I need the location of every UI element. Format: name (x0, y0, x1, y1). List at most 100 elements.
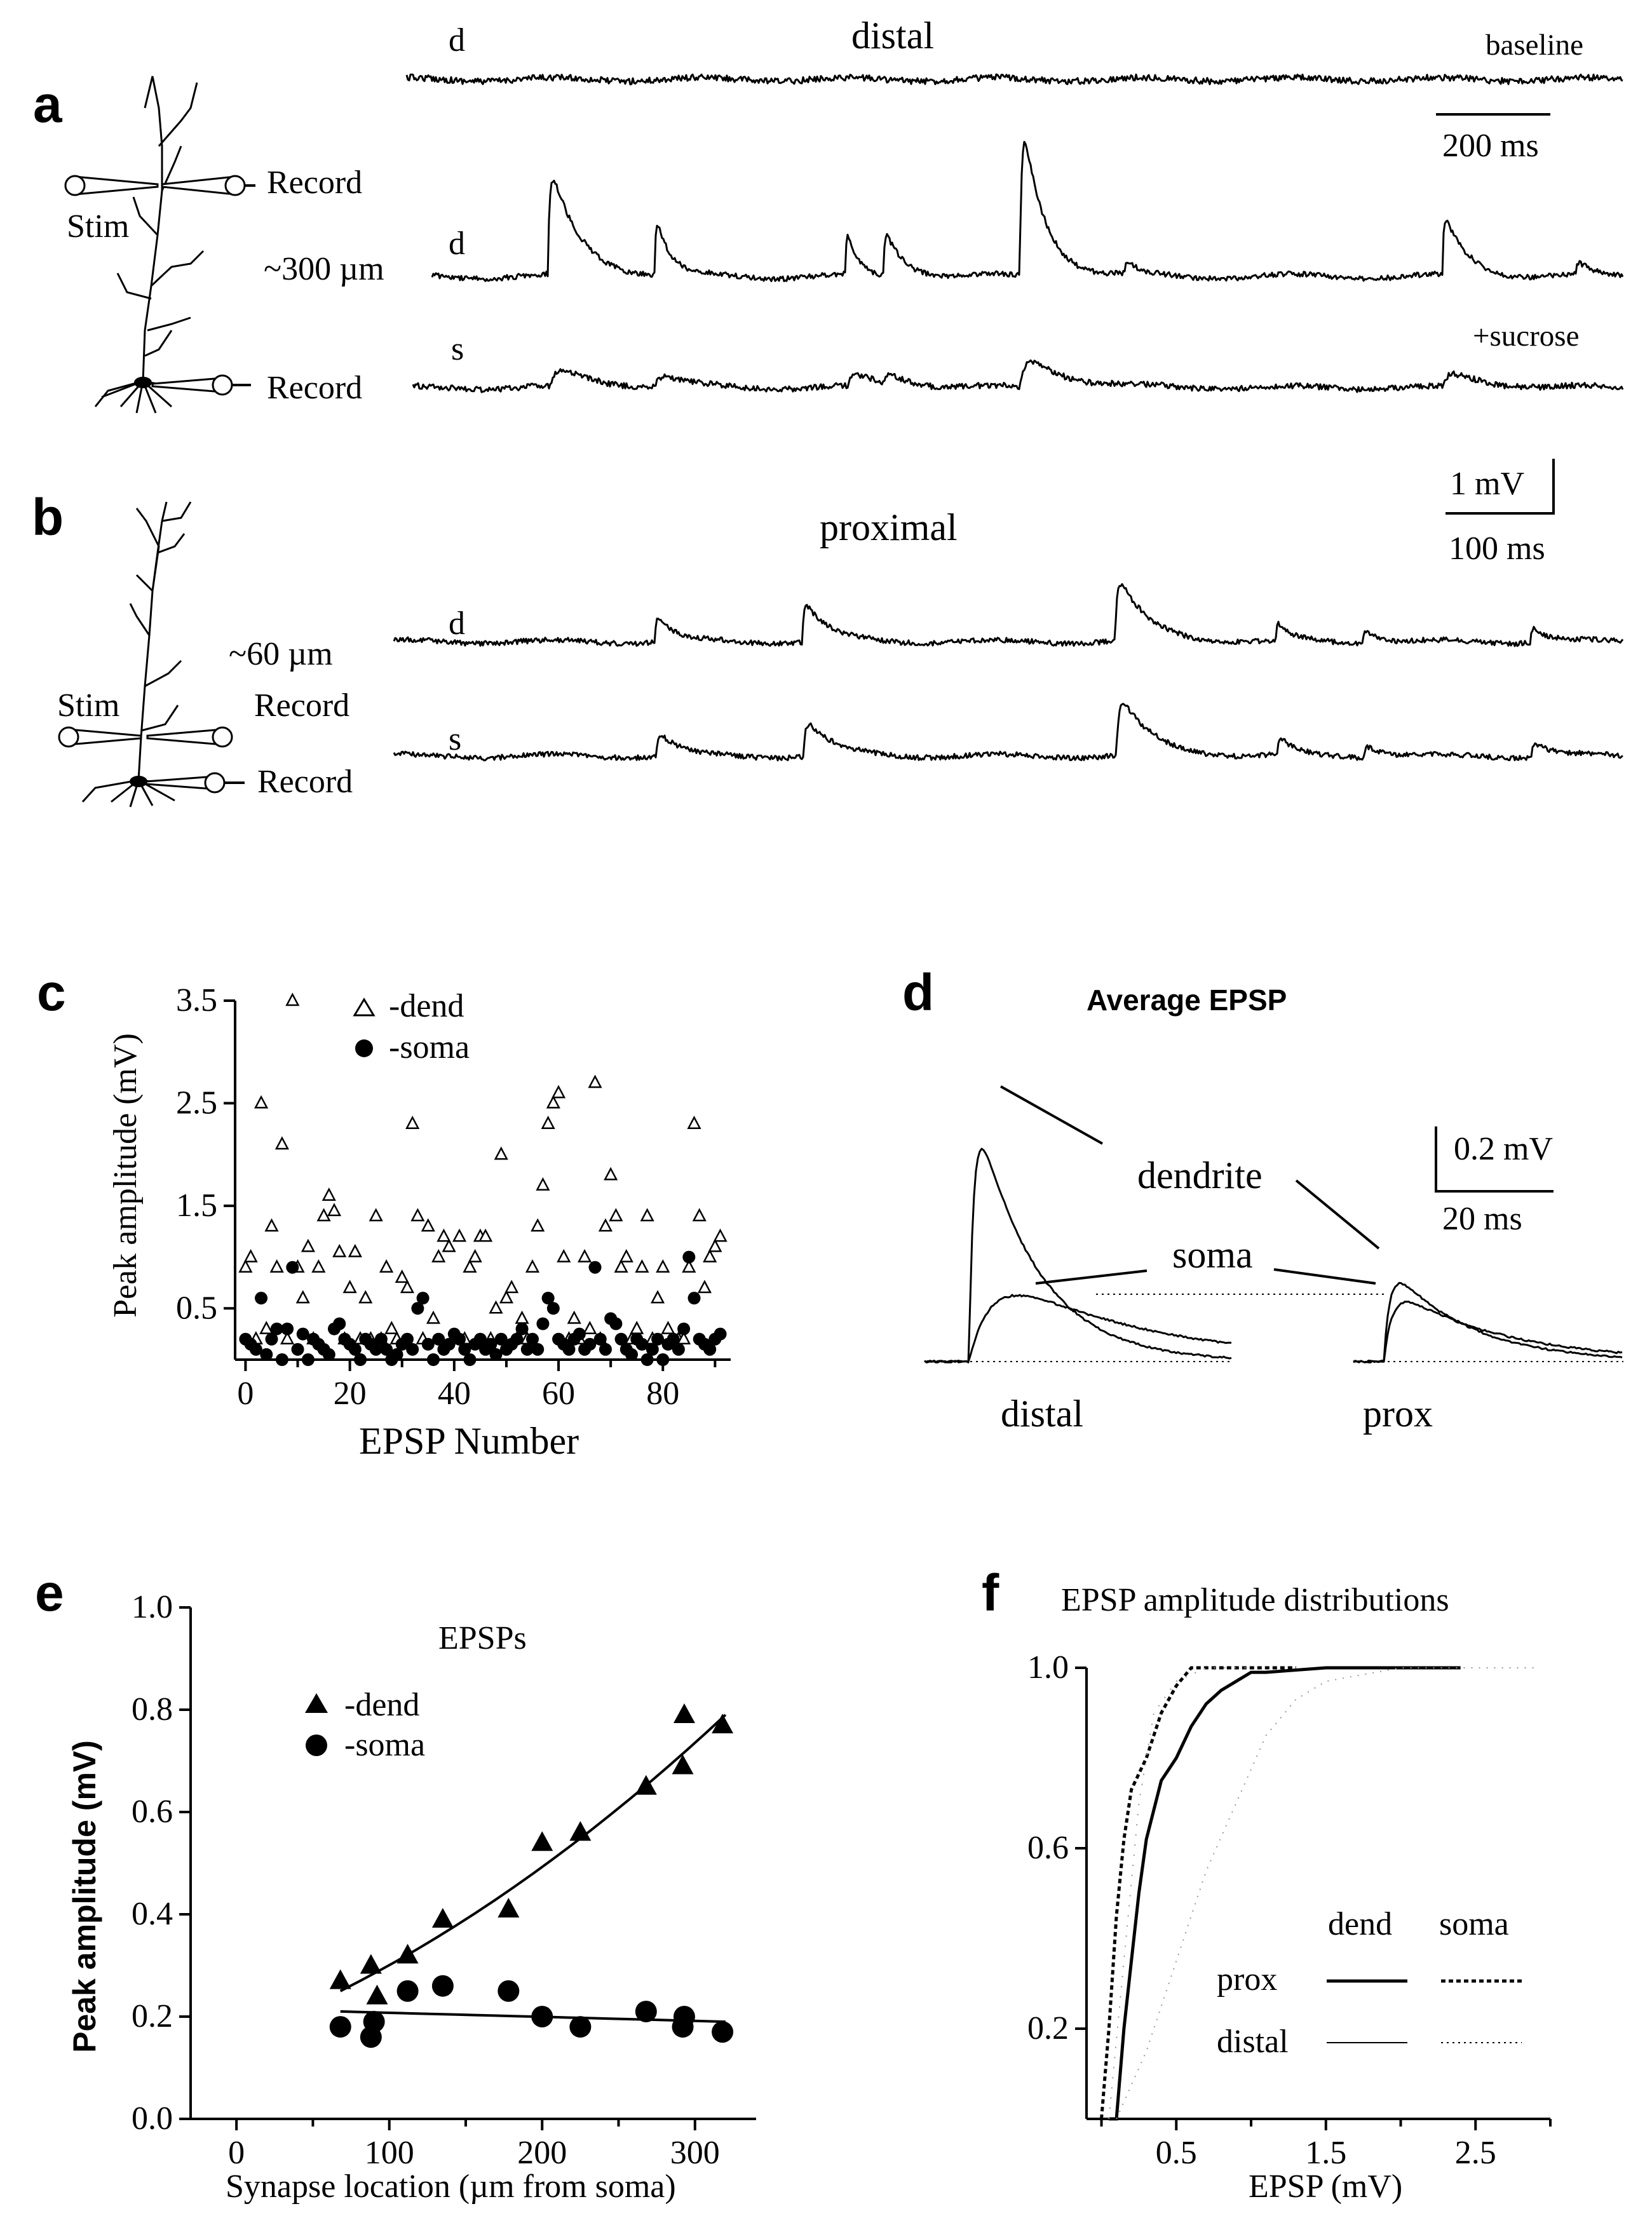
chart-e-y-tick-label: 0.6 (132, 1794, 173, 1830)
chart-e-dend-point (431, 1908, 454, 1928)
panel-d-title: Average EPSP (1087, 984, 1287, 1017)
chart-e-axes: 0 100 200 300 0.0 0.2 0.4 0.6 0.8 1.0 (132, 1589, 756, 2171)
avg-epsp-distal-dendrite (924, 1147, 1232, 1363)
chart-c-dend-point (468, 1248, 482, 1262)
legend-c: -dend -soma (353, 988, 470, 1065)
chart-f-axes: 0.5 1.5 2.5 0.2 0.6 1.0 (1027, 1649, 1552, 2171)
chart-c-dend-point (494, 1146, 508, 1160)
chart-c-soma-point (390, 1348, 403, 1361)
baseline-label: baseline (1486, 29, 1583, 62)
chart-c-dend-point (421, 1218, 435, 1232)
chart-c-soma-point (453, 1332, 466, 1346)
chart-c-dend-point (640, 1208, 654, 1222)
trace-b-dendrite (393, 583, 1624, 647)
chart-c-dend-point (515, 1310, 529, 1324)
chart-e-y-tick-label: 0.8 (132, 1691, 173, 1728)
chart-c-soma-point (348, 1342, 362, 1356)
chart-c-marks (238, 992, 728, 1366)
record-label-soma-a: Record (267, 370, 362, 406)
chart-e-soma-point (498, 1980, 520, 2002)
scalebar-d-voltage: 0.2 mV (1454, 1131, 1553, 1167)
chart-c-dend-point (604, 1167, 618, 1180)
chart-c-soma-point (380, 1342, 393, 1356)
chart-f-line-distal-dend (1116, 1667, 1536, 2120)
record-pipette-dendrite-b (146, 726, 233, 748)
chart-c-soma-point (400, 1332, 414, 1346)
chart-c-dend-point (609, 1208, 623, 1222)
chart-e-title: EPSPs (438, 1620, 527, 1656)
chart-c-soma-point (484, 1337, 498, 1351)
chart-c-soma-point (640, 1353, 654, 1366)
panel-label-d: d (902, 964, 934, 1022)
chart-c-soma-point (635, 1337, 649, 1351)
chart-e-x-tick-label: 200 (517, 2135, 567, 2171)
chart-c-dend-point (504, 1280, 519, 1294)
chart-e-soma-point (329, 2016, 351, 2038)
chart-c-dend-point (259, 1320, 274, 1334)
chart-c-soma-point (531, 1342, 545, 1356)
chart-c-soma-point (333, 1317, 346, 1330)
chart-f-y-tick-label: 0.2 (1027, 2010, 1069, 2046)
chart-c-dend-point (442, 1238, 456, 1252)
chart-e-dend-point (366, 1984, 388, 2005)
record-label-dendrite-a: Record (267, 165, 362, 201)
chart-c-dend-point (264, 1218, 279, 1232)
chart-c-soma-point (301, 1353, 315, 1366)
chart-c-soma-point (651, 1332, 665, 1346)
chart-c-x-tick-label: 40 (438, 1376, 471, 1412)
chart-c-dend-point (661, 1320, 675, 1334)
chart-c-dend-point (619, 1248, 633, 1262)
chart-f-y-tick-label: 0.6 (1027, 1830, 1069, 1866)
chart-c-dend-point (316, 1208, 331, 1222)
chart-c-soma-point (646, 1342, 659, 1356)
soma-pointer-distal (1035, 1269, 1148, 1285)
chart-e-dend-point (498, 1897, 520, 1917)
chart-c-dend-point (546, 1095, 560, 1109)
chart-c-soma-point (562, 1342, 576, 1356)
stim-label-a: Stim (67, 208, 129, 245)
chart-c-soma-point (322, 1348, 335, 1361)
record-label-dendrite-b: Record (254, 687, 349, 724)
trace-label-s-b: s (449, 721, 461, 757)
scalebar-b: 1 mV 100 ms (1446, 459, 1555, 567)
chart-c-dend-point (531, 1218, 545, 1232)
distance-label-a: ~300 µm (264, 251, 384, 287)
chart-c-soma-point (520, 1342, 534, 1356)
chart-f-y-tick-label: 1.0 (1027, 1649, 1069, 1686)
chart-c-soma-point (260, 1348, 273, 1361)
chart-c-soma-point (682, 1250, 696, 1264)
panel-label-e: e (35, 1564, 64, 1622)
chart-c-dend-point (578, 1248, 592, 1262)
chart-c-soma-point (677, 1322, 691, 1336)
legend-e-soma: -soma (344, 1727, 425, 1763)
panel-d: d Average EPSP dendrite soma distal prox… (902, 964, 1623, 1435)
chart-c-x-tick-label: 80 (646, 1376, 679, 1412)
chart-c-dend-point (410, 1208, 425, 1222)
chart-c-soma-point (249, 1342, 262, 1356)
trace-a-soma-sucrose (412, 359, 1624, 393)
avg-epsp-distal-soma (924, 1294, 1232, 1363)
chart-c-soma-point (374, 1332, 388, 1346)
chart-c-soma-point (281, 1322, 294, 1336)
panel-b: b Stim Record Record ~60 µm proximal d s (32, 459, 1624, 808)
distal-label: distal (1001, 1393, 1083, 1435)
soma-pointer-prox (1273, 1268, 1376, 1285)
chart-c-dend-point (280, 1331, 295, 1344)
chart-c-dend-point (703, 1248, 717, 1262)
chart-c-soma-point (541, 1292, 555, 1305)
dendrite-pointer-distal (1000, 1085, 1103, 1145)
chart-c-soma-point (432, 1332, 445, 1346)
chart-c-dend-point (708, 1238, 722, 1252)
chart-c-soma-point (667, 1332, 680, 1346)
chart-f-line-prox-dend (1109, 1666, 1461, 2121)
chart-c-dend-point (677, 1331, 691, 1344)
chart-c-soma-point (458, 1342, 471, 1356)
chart-f-title: EPSP amplitude distributions (1061, 1582, 1449, 1618)
chart-e-y-tick-label: 1.0 (132, 1589, 173, 1625)
stim-label-b: Stim (57, 687, 119, 724)
chart-e-soma-point (673, 2006, 695, 2027)
chart-e-ylabel: Peak amplitude (mV) (67, 1740, 102, 2053)
chart-c-dend-point (697, 1280, 712, 1294)
panel-label-f: f (982, 1564, 999, 1622)
chart-c-soma-point (583, 1337, 597, 1351)
